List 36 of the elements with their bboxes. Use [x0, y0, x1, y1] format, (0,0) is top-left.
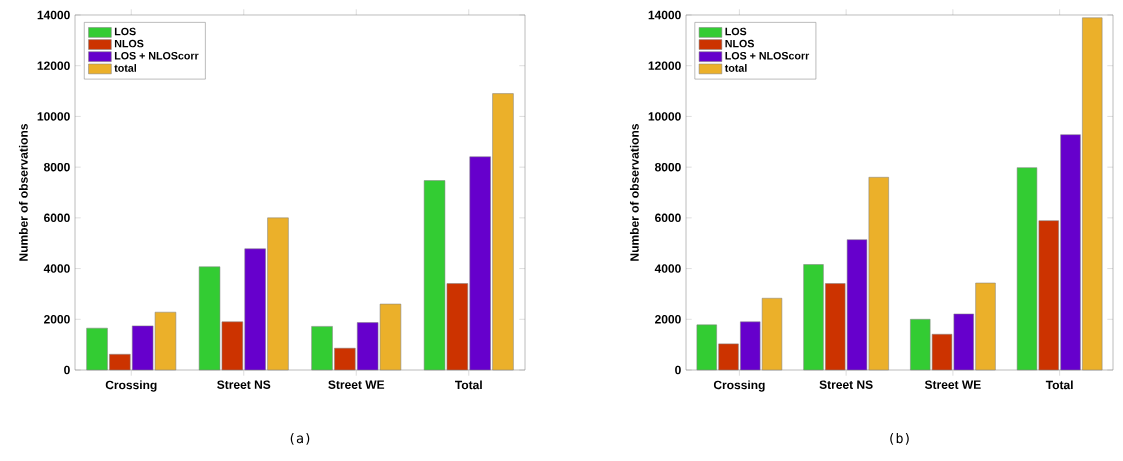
x-tick-label: Total [455, 380, 482, 390]
legend-label: LOS + NLOScorr [725, 51, 810, 60]
y-tick-label: 6000 [44, 213, 70, 223]
y-tick-label: 0 [64, 365, 70, 375]
y-tick-label: 10000 [37, 112, 70, 121]
y-tick-label: 6000 [655, 213, 681, 223]
legend-label: LOS + NLOScorr [114, 51, 199, 60]
y-tick-label: 10000 [648, 112, 681, 121]
y-tick-label: 2000 [44, 315, 70, 324]
x-tick-label: Street NS [819, 380, 873, 389]
legend-label: total [114, 64, 136, 72]
text: (a) [290, 432, 310, 445]
y-tick-label: 12000 [648, 61, 681, 70]
y-tick-label: 0 [675, 365, 681, 375]
legend-label: LOS [114, 27, 136, 36]
text: (b) [890, 432, 909, 445]
y-tick-label: 8000 [43, 162, 70, 172]
y-tick-label: 4000 [654, 264, 681, 273]
y-tick-label: 14000 [648, 10, 681, 20]
y-axis-title: Number of observations [629, 123, 639, 261]
x-tick-label: Street NS [217, 380, 271, 389]
legend-label: NLOS [725, 39, 754, 48]
y-axis-title: Number of observations [18, 123, 28, 261]
y-tick-label: 4000 [43, 264, 70, 273]
y-tick-label: 14000 [37, 10, 70, 20]
x-tick-label: Crossing [105, 380, 157, 392]
legend-label: total [724, 64, 747, 72]
y-tick-label: 12000 [37, 61, 70, 70]
x-tick-label: Total [1045, 380, 1073, 390]
y-tick-label: 2000 [655, 315, 681, 324]
x-tick-label: Street WE [924, 380, 981, 389]
x-tick-label: Crossing [713, 380, 765, 392]
legend-label: LOS [725, 27, 747, 36]
legend-label: NLOS [114, 39, 144, 48]
x-tick-label: Street WE [328, 380, 385, 389]
y-tick-label: 8000 [654, 162, 681, 172]
